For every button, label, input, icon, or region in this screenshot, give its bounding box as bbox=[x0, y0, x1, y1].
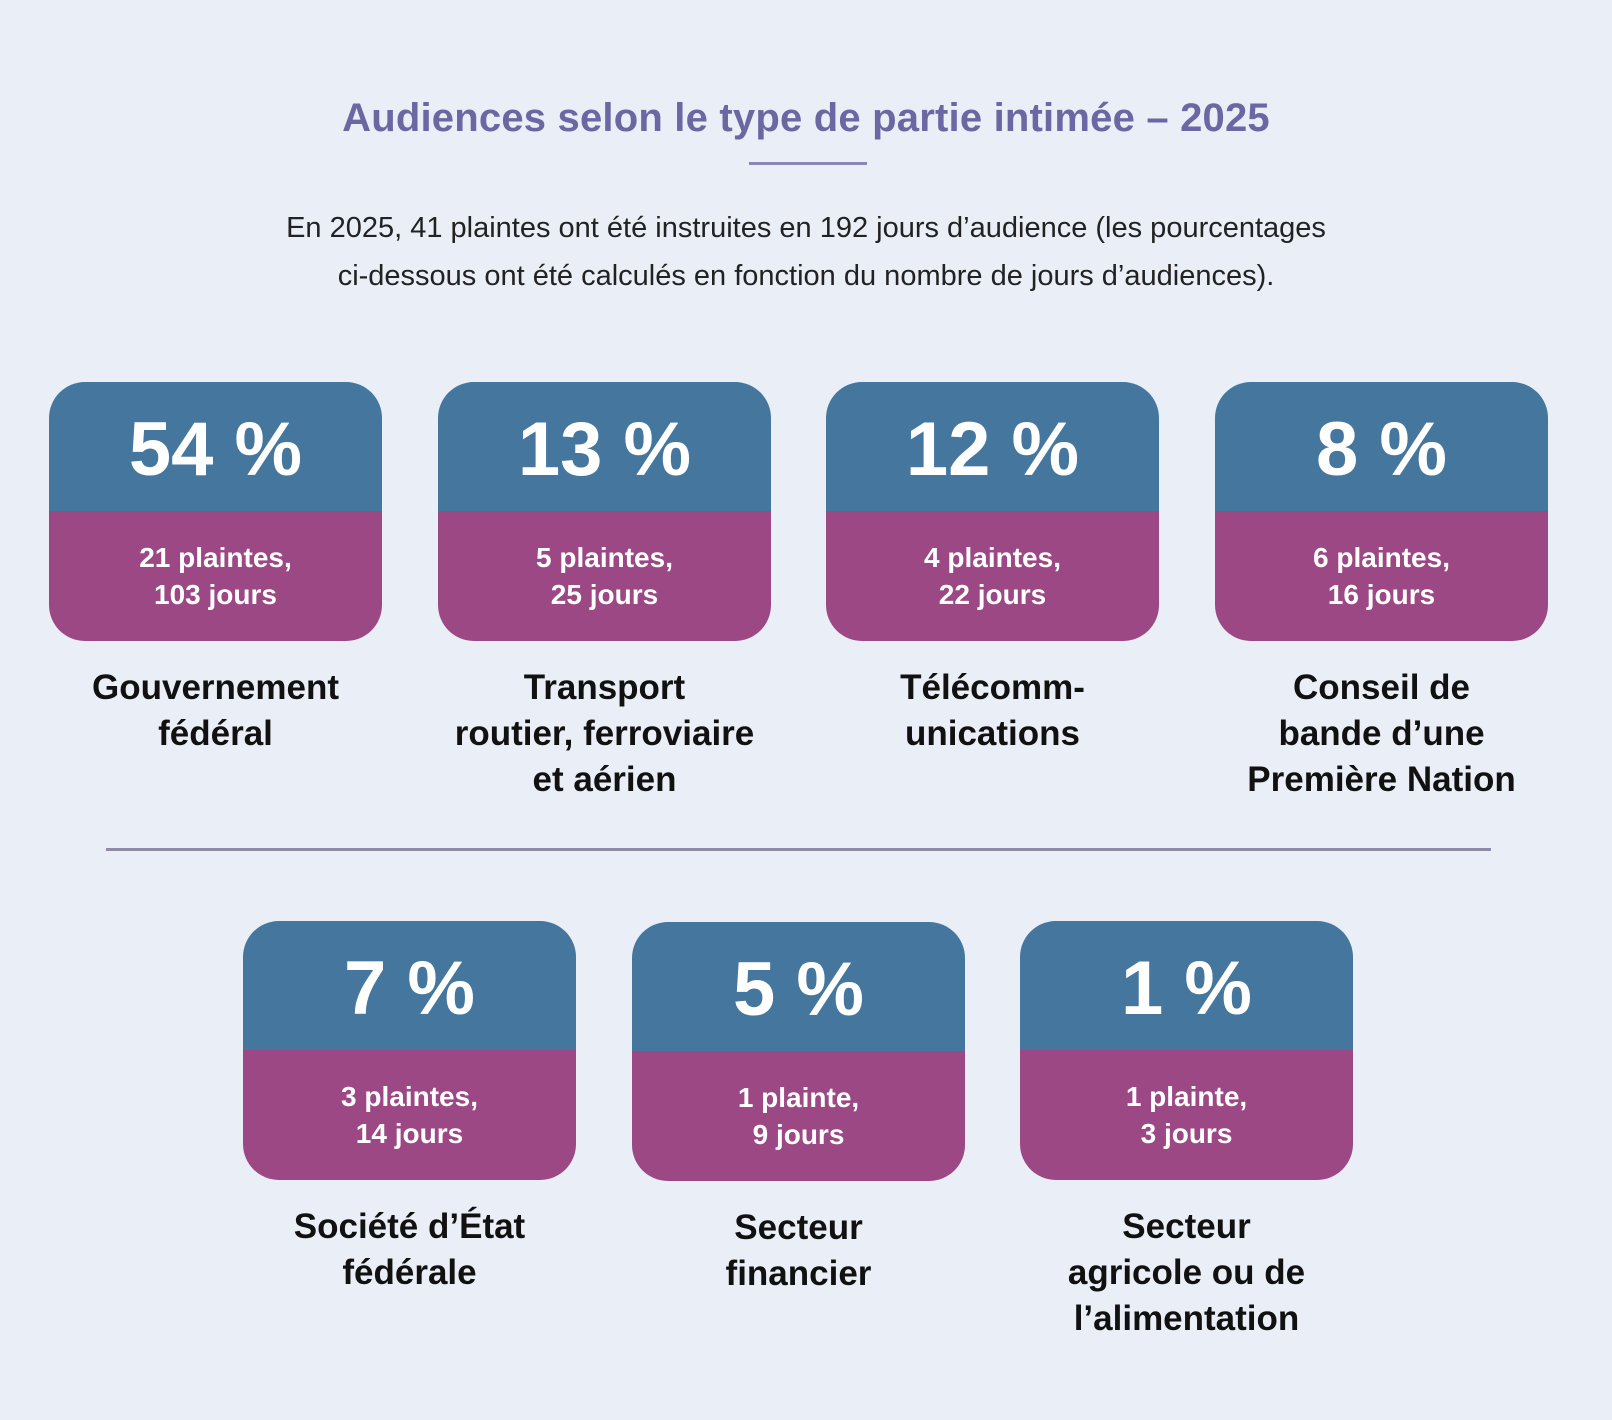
category-label-line: Société d’État bbox=[293, 1207, 526, 1246]
category-label: Conseil de bande d’une Première Nation bbox=[1215, 665, 1548, 803]
stat-card-first-nation-band-council: 8 % 6 plaintes, 16 jours Conseil de band… bbox=[1215, 382, 1548, 803]
category-label-line: Secteur bbox=[734, 1208, 863, 1247]
complaints-count: 21 plaintes, bbox=[139, 542, 292, 573]
percent-value: 12 % bbox=[826, 382, 1159, 511]
complaints-days: 4 plaintes, 22 jours bbox=[826, 511, 1159, 641]
stat-box: 54 % 21 plaintes, 103 jours bbox=[49, 382, 382, 641]
hearing-days: 103 jours bbox=[154, 579, 277, 610]
percent-value: 8 % bbox=[1215, 382, 1548, 511]
complaints-count: 1 plainte, bbox=[737, 1082, 860, 1113]
category-label-line: unications bbox=[904, 714, 1081, 753]
category-label-line: fédéral bbox=[158, 714, 273, 753]
percent-value: 1 % bbox=[1020, 921, 1353, 1050]
hearing-days: 25 jours bbox=[550, 579, 659, 610]
stat-card-financial-sector: 5 % 1 plainte, 9 jours Secteur financier bbox=[632, 922, 965, 1297]
intro-line: ci-dessous ont été calculés en fonction … bbox=[337, 260, 1275, 292]
stat-card-federal-crown-corporation: 7 % 3 plaintes, 14 jours Société d’État … bbox=[243, 921, 576, 1296]
hearing-days: 22 jours bbox=[938, 579, 1047, 610]
section-divider bbox=[106, 848, 1491, 851]
page-title: Audiences selon le type de partie intimé… bbox=[342, 96, 1270, 140]
stat-box: 5 % 1 plainte, 9 jours bbox=[632, 922, 965, 1181]
hearing-days: 3 jours bbox=[1140, 1118, 1233, 1149]
percent-value: 13 % bbox=[438, 382, 771, 511]
category-label-line: Première Nation bbox=[1247, 760, 1516, 799]
category-label-line: Transport bbox=[523, 668, 686, 707]
category-label-line: financier bbox=[725, 1254, 872, 1293]
complaints-days: 5 plaintes, 25 jours bbox=[438, 511, 771, 641]
category-label: Transport routier, ferroviaire et aérien bbox=[438, 665, 771, 803]
stat-card-federal-government: 54 % 21 plaintes, 103 jours Gouvernement… bbox=[49, 382, 382, 757]
hearing-days: 14 jours bbox=[355, 1118, 464, 1149]
category-label-line: Secteur bbox=[1122, 1207, 1251, 1246]
category-label-line: Télécomm- bbox=[900, 668, 1085, 707]
title-underline bbox=[749, 162, 867, 165]
complaints-days: 3 plaintes, 14 jours bbox=[243, 1050, 576, 1180]
category-label-line: et aérien bbox=[532, 760, 677, 799]
stat-box: 13 % 5 plaintes, 25 jours bbox=[438, 382, 771, 641]
category-label-line: Conseil de bbox=[1293, 668, 1470, 707]
stat-box: 12 % 4 plaintes, 22 jours bbox=[826, 382, 1159, 641]
category-label-line: Gouvernement bbox=[92, 668, 339, 707]
complaints-days: 1 plainte, 3 jours bbox=[1020, 1050, 1353, 1180]
percent-value: 5 % bbox=[632, 922, 965, 1051]
intro-line: En 2025, 41 plaintes ont été instruites … bbox=[286, 212, 1326, 244]
category-label: Télécomm- unications bbox=[826, 665, 1159, 757]
hearing-days: 9 jours bbox=[752, 1119, 845, 1150]
category-label: Gouvernement fédéral bbox=[49, 665, 382, 757]
stat-box: 7 % 3 plaintes, 14 jours bbox=[243, 921, 576, 1180]
stat-card-agri-food-sector: 1 % 1 plainte, 3 jours Secteur agricole … bbox=[1020, 921, 1353, 1342]
stat-box: 1 % 1 plainte, 3 jours bbox=[1020, 921, 1353, 1180]
category-label: Société d’État fédérale bbox=[243, 1204, 576, 1296]
complaints-count: 5 plaintes, bbox=[536, 542, 673, 573]
complaints-days: 6 plaintes, 16 jours bbox=[1215, 511, 1548, 641]
hearing-days: 16 jours bbox=[1327, 579, 1436, 610]
percent-value: 7 % bbox=[243, 921, 576, 1050]
complaints-count: 1 plainte, bbox=[1125, 1081, 1248, 1112]
category-label-line: agricole ou de bbox=[1067, 1253, 1306, 1292]
category-label-line: fédérale bbox=[342, 1253, 477, 1292]
stat-card-telecommunications: 12 % 4 plaintes, 22 jours Télécomm- unic… bbox=[826, 382, 1159, 757]
stat-card-transport: 13 % 5 plaintes, 25 jours Transport rout… bbox=[438, 382, 771, 803]
complaints-count: 3 plaintes, bbox=[341, 1081, 478, 1112]
percent-value: 54 % bbox=[49, 382, 382, 511]
complaints-count: 6 plaintes, bbox=[1313, 542, 1450, 573]
category-label-line: bande d’une bbox=[1278, 714, 1485, 753]
intro-text: En 2025, 41 plaintes ont été instruites … bbox=[0, 204, 1612, 300]
complaints-days: 21 plaintes, 103 jours bbox=[49, 511, 382, 641]
category-label: Secteur agricole ou de l’alimentation bbox=[1020, 1204, 1353, 1342]
category-label-line: routier, ferroviaire bbox=[454, 714, 755, 753]
complaints-days: 1 plainte, 9 jours bbox=[632, 1051, 965, 1181]
category-label-line: l’alimentation bbox=[1073, 1299, 1300, 1338]
category-label: Secteur financier bbox=[632, 1205, 965, 1297]
complaints-count: 4 plaintes, bbox=[924, 542, 1061, 573]
stat-box: 8 % 6 plaintes, 16 jours bbox=[1215, 382, 1548, 641]
